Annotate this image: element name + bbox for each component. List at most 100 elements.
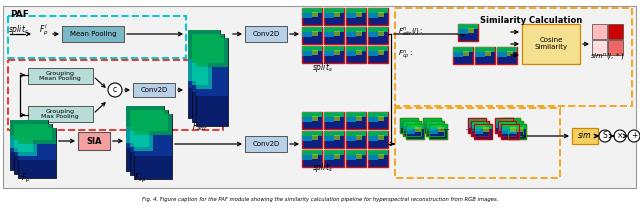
Bar <box>302 117 312 122</box>
Bar <box>312 135 318 140</box>
Bar <box>192 34 224 63</box>
Bar <box>302 155 312 160</box>
Bar <box>508 124 526 139</box>
Bar <box>334 50 340 55</box>
Bar <box>188 59 204 81</box>
Bar <box>502 118 520 123</box>
Bar <box>14 140 52 156</box>
Bar <box>517 127 523 132</box>
Bar <box>368 150 388 155</box>
Bar <box>324 46 344 63</box>
Bar <box>504 121 510 126</box>
Bar <box>302 131 322 148</box>
Bar <box>514 124 520 129</box>
Bar <box>502 118 520 133</box>
Bar <box>324 13 334 18</box>
Bar <box>245 136 287 152</box>
Bar <box>192 63 224 92</box>
Bar <box>505 121 523 136</box>
Bar <box>505 121 523 136</box>
Bar <box>10 136 29 148</box>
Bar <box>62 26 124 42</box>
Bar <box>130 110 168 175</box>
Bar <box>511 121 517 126</box>
Bar <box>324 112 344 117</box>
Bar <box>429 124 447 139</box>
Bar <box>368 136 378 141</box>
Bar <box>126 106 164 171</box>
Bar <box>334 12 340 17</box>
Bar <box>368 13 378 18</box>
Bar <box>324 150 344 167</box>
Bar <box>485 51 491 56</box>
Bar <box>346 150 366 167</box>
Bar <box>400 118 418 133</box>
Bar <box>18 128 56 178</box>
Bar <box>406 129 415 134</box>
Bar <box>346 131 366 136</box>
Bar <box>403 126 412 131</box>
Bar <box>423 118 441 133</box>
Bar <box>378 154 384 159</box>
Bar <box>378 116 384 121</box>
Bar <box>302 8 322 13</box>
Text: SIA: SIA <box>86 136 102 146</box>
Bar <box>312 154 318 159</box>
Bar <box>14 124 52 174</box>
Bar <box>356 116 362 121</box>
Bar <box>18 128 56 144</box>
Bar <box>356 12 362 17</box>
Bar <box>505 126 514 131</box>
Bar <box>134 135 172 156</box>
Bar <box>346 51 356 56</box>
Bar <box>130 131 149 147</box>
Bar <box>368 27 388 32</box>
Bar <box>324 27 344 44</box>
Bar <box>508 129 517 134</box>
Bar <box>480 124 486 129</box>
Bar <box>501 124 519 139</box>
Text: Grouping
Max Pooling: Grouping Max Pooling <box>41 109 79 119</box>
Bar <box>346 32 356 37</box>
Bar <box>302 136 312 141</box>
Bar <box>196 38 228 126</box>
Bar <box>475 47 495 52</box>
Text: Grouping
Mean Pooling: Grouping Mean Pooling <box>39 71 81 81</box>
Bar <box>18 144 56 160</box>
Bar <box>501 129 510 134</box>
Bar <box>130 110 168 131</box>
Bar <box>432 121 438 126</box>
Bar <box>346 8 366 25</box>
Bar <box>302 131 322 136</box>
Bar <box>10 120 48 136</box>
Bar <box>312 31 318 36</box>
Bar <box>458 24 478 41</box>
Bar <box>423 123 432 128</box>
Bar <box>368 51 378 56</box>
Bar <box>302 150 322 167</box>
Bar <box>429 129 438 134</box>
Bar <box>324 131 344 136</box>
Text: Fig. 4. Figure caption for the PAF module showing the similarity calculation pip: Fig. 4. Figure caption for the PAF modul… <box>142 198 498 203</box>
Bar <box>324 150 344 155</box>
Text: $F_{cp}^n:$: $F_{cp}^n:$ <box>398 48 413 62</box>
Bar <box>10 136 48 152</box>
Bar <box>572 128 598 144</box>
Bar <box>378 12 384 17</box>
Bar <box>302 27 322 44</box>
Bar <box>133 83 175 97</box>
Bar <box>409 121 415 126</box>
Bar <box>346 13 356 18</box>
Bar <box>406 124 424 139</box>
Bar <box>483 127 489 132</box>
Bar <box>8 16 186 58</box>
Circle shape <box>599 130 611 142</box>
Bar <box>368 27 388 44</box>
Bar <box>522 24 580 64</box>
Bar <box>368 155 378 160</box>
Bar <box>498 121 516 136</box>
Bar <box>302 150 322 155</box>
Bar <box>368 32 378 37</box>
Bar <box>368 8 388 25</box>
Bar <box>346 46 366 63</box>
